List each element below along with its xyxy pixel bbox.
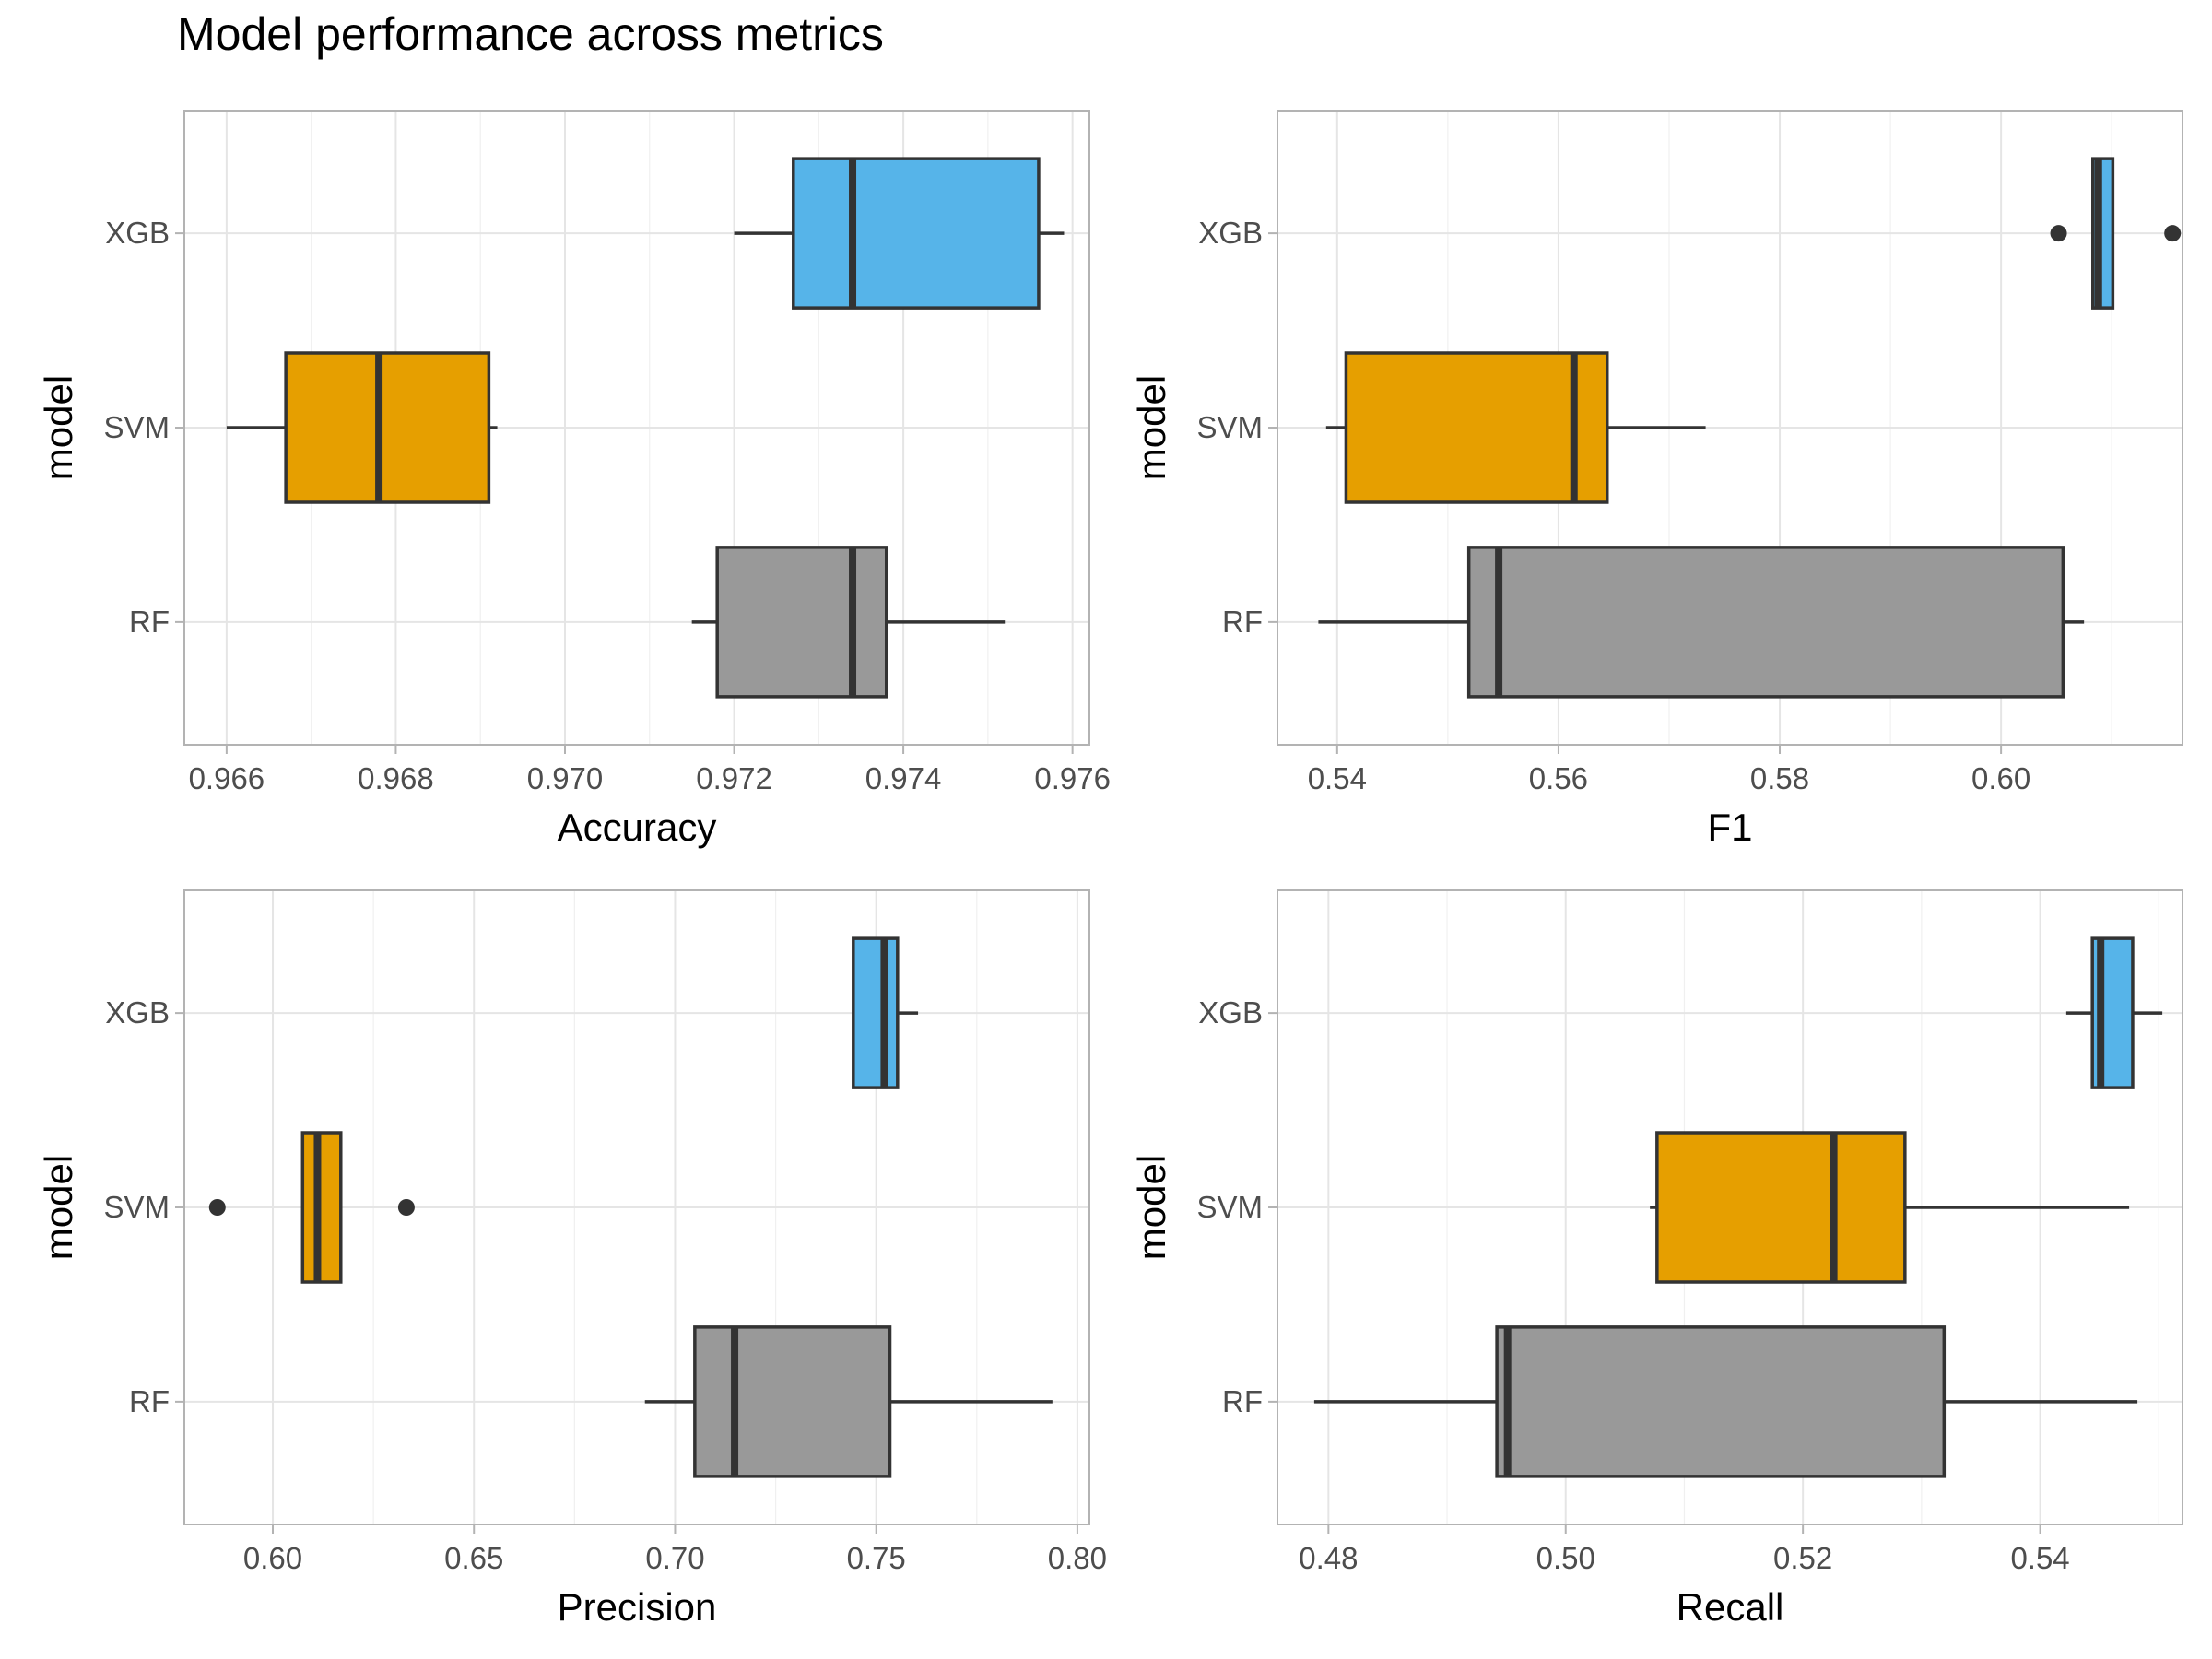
box-xgb <box>852 936 919 1089</box>
x-tick-label: 0.70 <box>645 1541 704 1575</box>
chart-title: Model performance across metrics <box>177 8 884 60</box>
panel-f1: XGB SVM RF 0.54 0.56 0.58 0.60 F1 model <box>1130 110 2183 849</box>
y-tick-label: XGB <box>105 216 170 250</box>
x-tick-label: 0.966 <box>189 761 265 795</box>
outlier-point <box>397 1199 415 1216</box>
box-rf <box>691 546 1006 699</box>
y-tick-label: XGB <box>105 995 170 1030</box>
box-rf <box>1313 1325 2138 1478</box>
x-tick-label: 0.968 <box>358 761 434 795</box>
box-svm <box>1650 1131 2130 1284</box>
y-tick-label: RF <box>129 1384 170 1418</box>
x-tick-label: 0.52 <box>1773 1541 1832 1575</box>
y-axis-title: model <box>1130 375 1173 480</box>
x-tick-label: 0.60 <box>243 1541 302 1575</box>
box-rf <box>644 1325 1053 1478</box>
x-tick-label: 0.976 <box>1034 761 1111 795</box>
x-axis-title: Precision <box>558 1585 717 1629</box>
outlier-point <box>2050 225 2067 242</box>
x-axis-title: Recall <box>1677 1585 1784 1629</box>
box-svm <box>208 1131 415 1284</box>
x-tick-label: 0.54 <box>2010 1541 2069 1575</box>
box-xgb <box>2050 157 2182 310</box>
x-tick-label: 0.60 <box>1971 761 2030 795</box>
y-tick-label: XGB <box>1198 995 1263 1030</box>
box-iqr <box>693 1325 892 1478</box>
box-iqr <box>1344 351 1609 504</box>
box-iqr <box>1466 546 2065 699</box>
box-rf <box>1318 546 2085 699</box>
box-iqr <box>852 936 900 1089</box>
y-axis-title: model <box>37 1155 80 1260</box>
x-tick-label: 0.970 <box>527 761 604 795</box>
x-axis-title: Accuracy <box>558 806 717 849</box>
box-xgb <box>2065 936 2163 1089</box>
box-iqr <box>792 157 1041 310</box>
box-iqr <box>300 1131 343 1284</box>
x-tick-label: 0.972 <box>696 761 772 795</box>
outlier-point <box>2164 225 2182 242</box>
x-tick-label: 0.65 <box>444 1541 503 1575</box>
x-tick-label: 0.56 <box>1529 761 1588 795</box>
outlier-point <box>208 1199 226 1216</box>
box-iqr <box>1495 1325 1947 1478</box>
x-tick-label: 0.50 <box>1536 1541 1595 1575</box>
y-tick-label: XGB <box>1198 216 1263 250</box>
x-tick-label: 0.80 <box>1048 1541 1107 1575</box>
x-tick-label: 0.54 <box>1308 761 1367 795</box>
x-tick-label: 0.48 <box>1299 1541 1358 1575</box>
x-tick-label: 0.974 <box>865 761 942 795</box>
x-tick-label: 0.58 <box>1750 761 1809 795</box>
box-iqr <box>715 546 888 699</box>
y-tick-label: SVM <box>1196 1190 1263 1224</box>
y-tick-label: SVM <box>1196 410 1263 444</box>
x-tick-label: 0.75 <box>847 1541 906 1575</box>
x-axis-title: F1 <box>1707 806 1752 849</box>
y-axis-title: model <box>1130 1155 1173 1260</box>
y-tick-label: SVM <box>103 1190 170 1224</box>
box-svm <box>226 351 498 504</box>
panel-recall: XGB SVM RF 0.48 0.50 0.52 0.54 Recall model <box>1130 889 2183 1629</box>
y-tick-label: RF <box>129 605 170 639</box>
panel-accuracy: XGB SVM RF 0.966 0.968 0.970 0.972 0.974 0.976 Ac… <box>37 110 1111 849</box>
y-tick-label: SVM <box>103 410 170 444</box>
box-iqr <box>284 351 491 504</box>
box-xgb <box>734 157 1065 310</box>
y-tick-label: RF <box>1222 605 1263 639</box>
box-iqr <box>1655 1131 1907 1284</box>
panel-precision: XGB SVM RF 0.60 0.65 0.70 0.75 0.80 Precision mod… <box>37 889 1107 1629</box>
box-svm <box>1325 351 1706 504</box>
y-axis-title: model <box>37 375 80 480</box>
y-tick-label: RF <box>1222 1384 1263 1418</box>
